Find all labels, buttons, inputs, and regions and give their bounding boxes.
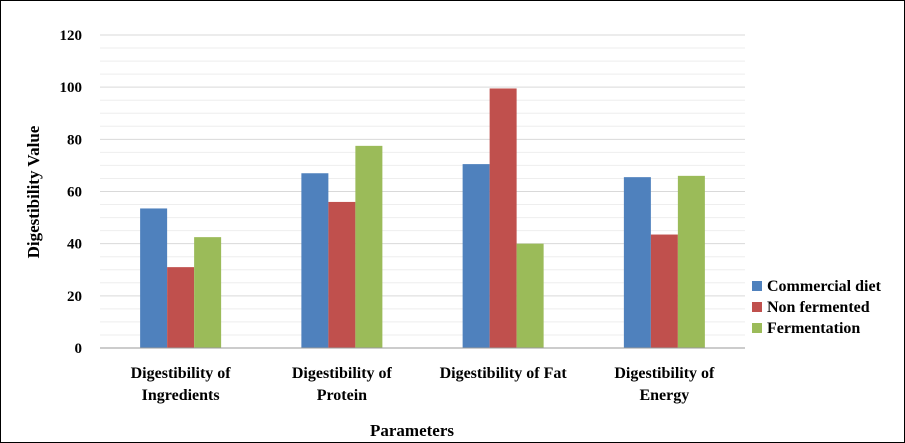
y-tick-label: 80 — [67, 132, 82, 148]
x-tick-label: Digestibility of Ingredients — [131, 365, 232, 404]
bar — [650, 234, 678, 348]
bars — [140, 88, 705, 349]
y-tick-label: 40 — [67, 237, 82, 253]
legend-swatch — [752, 323, 762, 333]
x-axis-label: Parameters — [370, 421, 454, 440]
legend: Commercial diet Non fermented Fermentation — [752, 278, 882, 337]
y-axis-label: Digestibility Value — [24, 125, 43, 258]
x-tick-label: Digestibility of Energy — [614, 365, 715, 404]
y-tick-label: 120 — [60, 28, 83, 44]
y-tick-label: 0 — [75, 341, 83, 357]
bar — [301, 173, 329, 348]
legend-label: Commercial diet — [767, 278, 882, 295]
x-tick-label: Digestibility of Protein — [292, 365, 393, 404]
legend-swatch — [752, 281, 762, 291]
x-tick-labels: Digestibility of Ingredients Digestibility… — [131, 365, 715, 404]
legend-swatch — [752, 302, 762, 312]
bar — [194, 237, 222, 348]
bar — [489, 88, 517, 349]
bar — [462, 164, 490, 348]
legend-label: Non fermented — [767, 299, 870, 316]
y-tick-label: 60 — [67, 185, 82, 201]
y-tick-labels: 0 20 40 60 80 100 120 — [60, 28, 83, 357]
bar — [328, 201, 356, 348]
y-tick-label: 20 — [67, 289, 82, 305]
bar — [516, 243, 544, 348]
bar — [355, 145, 383, 348]
bar — [623, 177, 651, 348]
y-tick-label: 100 — [60, 80, 83, 96]
x-tick-label: Digestibility of Fat — [440, 365, 568, 382]
bar — [140, 208, 168, 348]
bar — [677, 175, 705, 348]
legend-label: Fermentation — [767, 320, 860, 337]
bar — [167, 267, 195, 348]
